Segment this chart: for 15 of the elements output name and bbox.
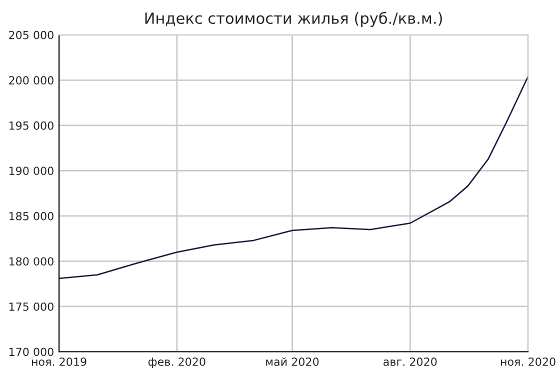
y-tick-label: 195 000: [9, 121, 54, 130]
y-tick-label: 170 000: [9, 348, 54, 356]
x-tick-label: ноя. 2019: [32, 358, 86, 366]
x-tick-label: авг. 2020: [384, 358, 437, 366]
y-tick-label: 180 000: [9, 257, 54, 266]
y-tick-label: 190 000: [9, 166, 54, 176]
line-series: [59, 76, 528, 280]
y-tick-label: 175 000: [9, 302, 54, 311]
y-tick-label: 185 000: [9, 212, 54, 220]
y-tick-label: 200 000: [9, 76, 54, 85]
chart-title: Индекс стоимости жилья (руб./кв.м.): [145, 12, 442, 27]
x-tick-label: фев. 2020: [148, 358, 206, 368]
x-tick-label: май 2020: [266, 357, 319, 366]
y-tick-label: 205 000: [9, 30, 54, 40]
x-tick-label: ноя. 2020: [501, 358, 556, 366]
